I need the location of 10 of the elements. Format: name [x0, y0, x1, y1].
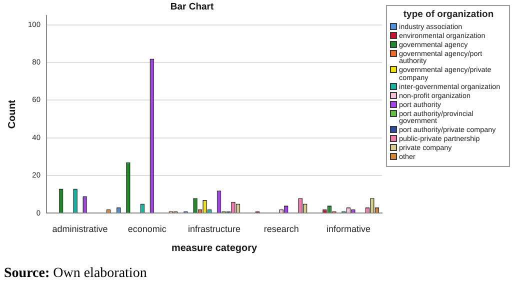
x-axis-title: measure category: [171, 242, 258, 254]
x-tick-label: infrastructure: [188, 224, 241, 234]
x-tick-label: informative: [326, 224, 370, 234]
x-tick-label: administrative: [52, 224, 108, 234]
source-note: Source: Own elaboration: [4, 266, 147, 282]
legend-title: type of organization: [402, 9, 495, 20]
chart-title: Bar Chart: [170, 1, 214, 12]
y-axis-title: Count: [6, 99, 18, 129]
x-tick-label: economic: [128, 224, 167, 234]
x-tick-label: research: [264, 224, 299, 234]
